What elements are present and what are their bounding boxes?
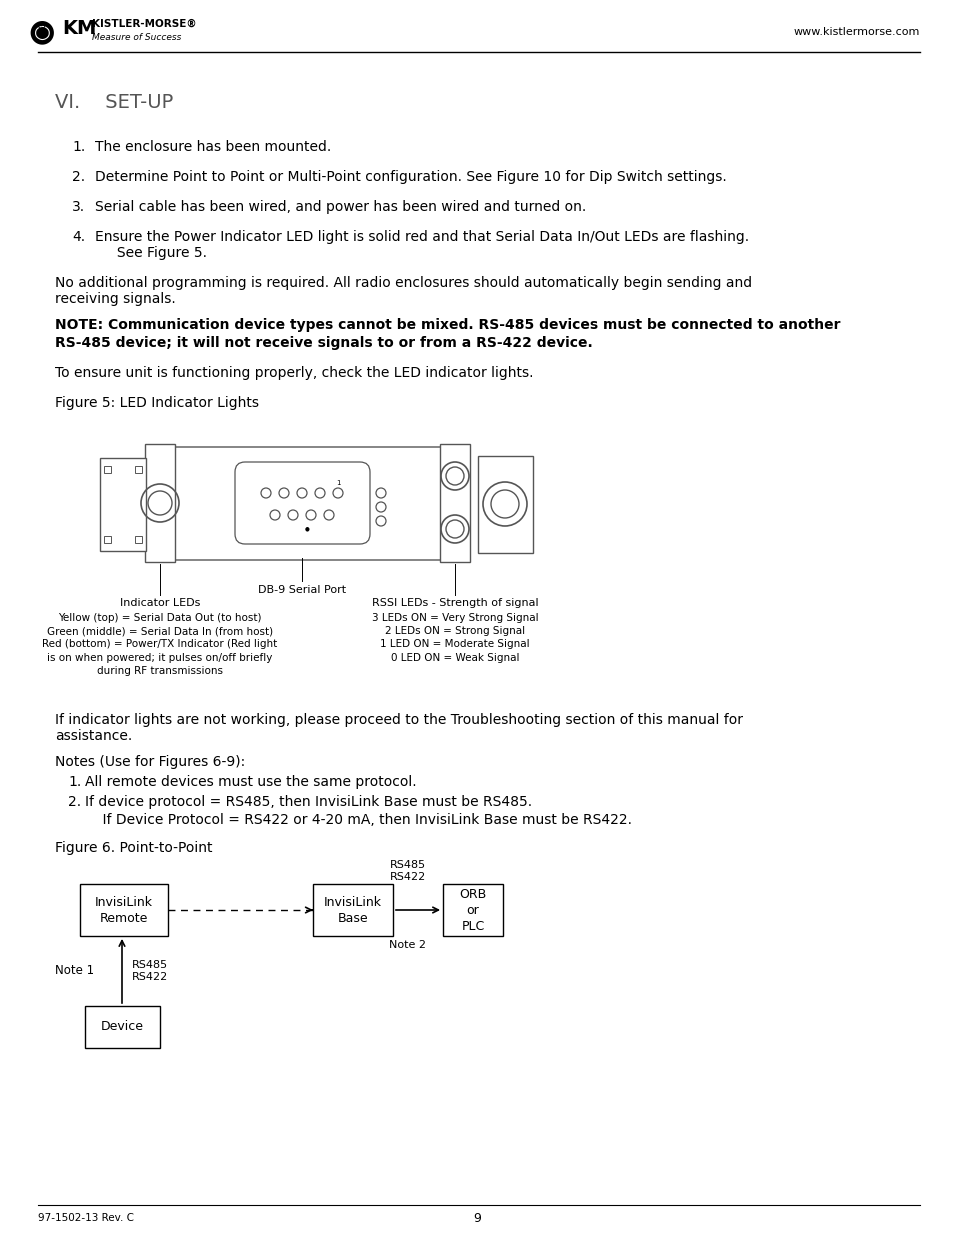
Bar xyxy=(104,466,111,473)
Text: If indicator lights are not working, please proceed to the Troubleshooting secti: If indicator lights are not working, ple… xyxy=(55,713,742,743)
Text: VI.    SET-UP: VI. SET-UP xyxy=(55,93,173,112)
Text: RS485
RS422: RS485 RS422 xyxy=(390,861,426,882)
Bar xyxy=(477,456,533,553)
Text: Note 1: Note 1 xyxy=(55,965,94,977)
Text: ○: ○ xyxy=(33,22,51,42)
Bar xyxy=(442,884,502,936)
Bar xyxy=(80,884,168,936)
Bar xyxy=(145,445,174,562)
Text: 9: 9 xyxy=(473,1212,480,1224)
Text: If Device Protocol = RS422 or 4-20 mA, then InvisiLink Base must be RS422.: If Device Protocol = RS422 or 4-20 mA, t… xyxy=(85,813,631,827)
Text: ⊙: ⊙ xyxy=(37,21,47,31)
Text: Figure 5: LED Indicator Lights: Figure 5: LED Indicator Lights xyxy=(55,396,258,410)
Text: Yellow (top) = Serial Data Out (to host)
Green (middle) = Serial Data In (from h: Yellow (top) = Serial Data Out (to host)… xyxy=(42,613,277,676)
Text: RSSI LEDs - Strength of signal: RSSI LEDs - Strength of signal xyxy=(372,598,537,608)
Text: 1: 1 xyxy=(335,480,340,487)
Bar xyxy=(85,1007,160,1049)
Text: RS485
RS422: RS485 RS422 xyxy=(132,960,168,982)
Text: RS-485 device; it will not receive signals to or from a RS-422 device.: RS-485 device; it will not receive signa… xyxy=(55,336,592,350)
Text: 2.: 2. xyxy=(68,795,81,809)
Text: NOTE: Communication device types cannot be mixed. RS-485 devices must be connect: NOTE: Communication device types cannot … xyxy=(55,317,840,332)
Text: InvisiLink
Base: InvisiLink Base xyxy=(324,895,381,925)
Text: All remote devices must use the same protocol.: All remote devices must use the same pro… xyxy=(85,776,416,789)
Text: 4.: 4. xyxy=(71,230,85,245)
Text: Ensure the Power Indicator LED light is solid red and that Serial Data In/Out LE: Ensure the Power Indicator LED light is … xyxy=(95,230,748,261)
Bar xyxy=(439,445,470,562)
Bar xyxy=(100,458,146,551)
Text: Serial cable has been wired, and power has been wired and turned on.: Serial cable has been wired, and power h… xyxy=(95,200,586,214)
Text: KM: KM xyxy=(62,19,96,37)
Text: To ensure unit is functioning properly, check the LED indicator lights.: To ensure unit is functioning properly, … xyxy=(55,366,533,380)
Bar xyxy=(135,466,142,473)
Text: DB-9 Serial Port: DB-9 Serial Port xyxy=(257,585,346,595)
Text: 3.: 3. xyxy=(71,200,85,214)
Text: If device protocol = RS485, then InvisiLink Base must be RS485.: If device protocol = RS485, then InvisiL… xyxy=(85,795,532,809)
Bar xyxy=(135,536,142,543)
Bar xyxy=(313,884,393,936)
Text: KISTLER-MORSE®: KISTLER-MORSE® xyxy=(91,19,196,28)
Text: Device: Device xyxy=(100,1020,143,1034)
Text: 1.: 1. xyxy=(71,140,85,154)
Text: 3 LEDs ON = Very Strong Signal
2 LEDs ON = Strong Signal
1 LED ON = Moderate Sig: 3 LEDs ON = Very Strong Signal 2 LEDs ON… xyxy=(372,613,537,663)
Text: ●: ● xyxy=(29,17,55,47)
Text: Measure of Success: Measure of Success xyxy=(91,32,181,42)
Text: www.kistlermorse.com: www.kistlermorse.com xyxy=(793,27,919,37)
Text: InvisiLink
Remote: InvisiLink Remote xyxy=(95,895,152,925)
Text: Notes (Use for Figures 6-9):: Notes (Use for Figures 6-9): xyxy=(55,755,245,769)
FancyBboxPatch shape xyxy=(234,462,370,543)
Text: 2.: 2. xyxy=(71,170,85,184)
Text: Indicator LEDs: Indicator LEDs xyxy=(120,598,200,608)
Text: Figure 6. Point-to-Point: Figure 6. Point-to-Point xyxy=(55,841,213,855)
Text: Note 2: Note 2 xyxy=(389,940,426,950)
FancyBboxPatch shape xyxy=(171,447,443,559)
Text: The enclosure has been mounted.: The enclosure has been mounted. xyxy=(95,140,331,154)
Text: ORB
or
PLC: ORB or PLC xyxy=(459,888,486,932)
Text: No additional programming is required. All radio enclosures should automatically: No additional programming is required. A… xyxy=(55,275,751,306)
Text: 1.: 1. xyxy=(68,776,81,789)
Text: Determine Point to Point or Multi-Point configuration. See Figure 10 for Dip Swi: Determine Point to Point or Multi-Point … xyxy=(95,170,726,184)
Bar xyxy=(104,536,111,543)
Text: 97-1502-13 Rev. C: 97-1502-13 Rev. C xyxy=(38,1213,133,1223)
Text: ●: ● xyxy=(304,526,309,531)
